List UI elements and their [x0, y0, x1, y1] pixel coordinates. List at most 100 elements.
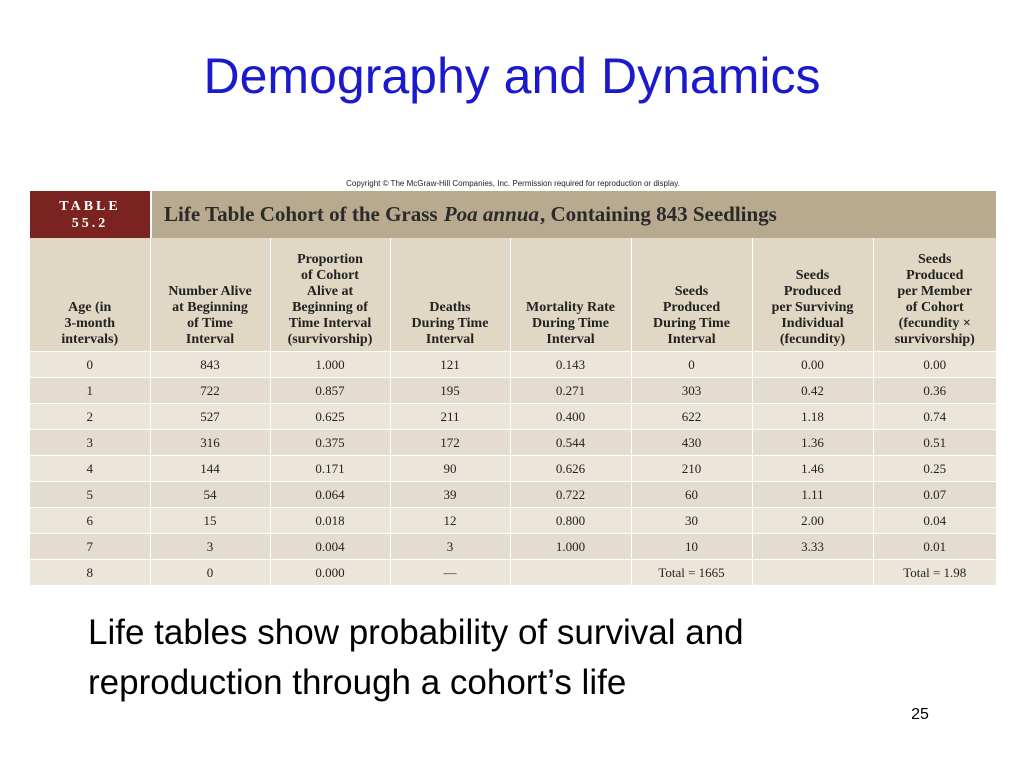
table-cell: 2 — [30, 403, 150, 430]
table-row: 8 0 0.000— Total = 1665 Total = 1.98 — [30, 559, 996, 585]
table-caption: Life Table Cohort of the Grass Poa annua… — [152, 191, 996, 238]
table-cell: 0 — [149, 559, 270, 585]
slide-subtitle: Life tables show probability of survival… — [88, 608, 968, 708]
table-row: 2 527 0.625 211 0.400 622 1.18 0.74 — [30, 403, 996, 430]
table-cell: 0.375 — [269, 429, 390, 456]
table-cell: 7 — [30, 533, 150, 560]
column-header: Deaths During Time Interval — [389, 238, 510, 352]
table-cell: 0.800 — [509, 507, 631, 534]
table-cell: 3 — [389, 533, 510, 560]
table-body: 0 843 1.000 121 0.143 0 0.00 0.00 1 722 0.857 195 0.… — [30, 351, 996, 585]
column-header: Number Alive at Beginning of Time Interv… — [149, 238, 270, 352]
table-cell: 0.36 — [872, 377, 996, 404]
table-cell: 0.42 — [751, 377, 873, 404]
table-cell: 8 — [30, 559, 150, 585]
table-cell: 1.000 — [269, 351, 390, 378]
subtitle-line-1: Life tables show probability of survival… — [88, 613, 744, 652]
table-cell: 0.271 — [509, 377, 631, 404]
table-cell: 12 — [389, 507, 510, 534]
table-cell: 430 — [630, 429, 752, 456]
caption-species-name: Poa annua — [443, 202, 539, 226]
table-cell: 1 — [30, 377, 150, 404]
table-cell: 0.04 — [872, 507, 996, 534]
column-header: Seeds Produced per Member of Cohort (fec… — [872, 238, 996, 352]
table-cell: 0.07 — [872, 481, 996, 508]
table-cell: 1.000 — [509, 533, 631, 560]
table-cell: 303 — [630, 377, 752, 404]
table-cell: 30 — [630, 507, 752, 534]
table-cell: 0.00 — [872, 351, 996, 378]
table-cell: 0.544 — [509, 429, 631, 456]
column-header: Seeds Produced per Surviving Individual … — [751, 238, 873, 352]
table-cell: 0.51 — [872, 429, 996, 456]
table-row: 0 843 1.000 121 0.143 0 0.00 0.00 — [30, 351, 996, 378]
table-cell: 0.722 — [509, 481, 631, 508]
table-cell: 1.11 — [751, 481, 873, 508]
table-cell: 0.25 — [872, 455, 996, 482]
table-cell: 1.46 — [751, 455, 873, 482]
table-row: 5 54 0.064 39 0.722 60 1.11 0.07 — [30, 481, 996, 508]
table-cell: 0.018 — [269, 507, 390, 534]
table-cell: 144 — [149, 455, 270, 482]
table-cell: 3 — [149, 533, 270, 560]
column-header: Proportion of Cohort Alive at Beginning … — [269, 238, 390, 352]
table-cell: 60 — [630, 481, 752, 508]
table-cell: 6 — [30, 507, 150, 534]
table-cell: 90 — [389, 455, 510, 482]
table-row: 3 316 0.375 172 0.544 430 1.36 0.51 — [30, 429, 996, 456]
column-header: Mortality Rate During Time Interval — [509, 238, 631, 352]
table-cell: 316 — [149, 429, 270, 456]
table-tag-label: TABLE — [59, 198, 121, 214]
table-cell: 0 — [630, 351, 752, 378]
table-row: 7 3 0.004 3 1.000 10 3.33 0.01 — [30, 533, 996, 560]
life-table-grid: Age (in 3-month intervals) Number Alive a… — [30, 238, 996, 585]
table-cell — [509, 559, 631, 585]
table-cell: 0.000 — [269, 559, 390, 585]
table-cell: 172 — [389, 429, 510, 456]
table-cell: 15 — [149, 507, 270, 534]
life-table: TABLE 55.2 Life Table Cohort of the Gras… — [30, 191, 996, 585]
table-cell: 1.18 — [751, 403, 873, 430]
table-cell: 1.36 — [751, 429, 873, 456]
page-number: 25 — [911, 706, 929, 723]
table-cell: 210 — [630, 455, 752, 482]
table-cell — [751, 559, 873, 585]
table-tag-number: 55.2 — [71, 215, 109, 231]
table-cell: 0 — [30, 351, 150, 378]
table-row: 1 722 0.857 195 0.271 303 0.42 0.36 — [30, 377, 996, 404]
table-cell: 0.626 — [509, 455, 631, 482]
table-cell: 54 — [149, 481, 270, 508]
table-cell: 622 — [630, 403, 752, 430]
table-cell: Total = 1665 — [630, 559, 752, 585]
column-header-row: Age (in 3-month intervals) Number Alive a… — [30, 238, 996, 352]
caption-text-end: , Containing 843 Seedlings — [539, 202, 777, 226]
table-cell: 0.171 — [269, 455, 390, 482]
table-cell: 527 — [149, 403, 270, 430]
table-cell: 4 — [30, 455, 150, 482]
table-cell: 10 — [630, 533, 752, 560]
table-header-bar: TABLE 55.2 Life Table Cohort of the Gras… — [30, 191, 996, 238]
slide-title: Demography and Dynamics — [203, 48, 821, 104]
table-cell: 0.00 — [751, 351, 873, 378]
table-cell: 0.625 — [269, 403, 390, 430]
table-row: 6 15 0.018 12 0.800 30 2.00 0.04 — [30, 507, 996, 534]
table-cell: 5 — [30, 481, 150, 508]
table-cell: 3 — [30, 429, 150, 456]
table-cell: 0.01 — [872, 533, 996, 560]
table-cell: Total = 1.98 — [872, 559, 996, 585]
table-cell: 0.857 — [269, 377, 390, 404]
table-cell: 195 — [389, 377, 510, 404]
subtitle-line-2: reproduction through a cohort’s life — [88, 663, 627, 702]
table-cell: 0.74 — [872, 403, 996, 430]
column-header: Age (in 3-month intervals) — [30, 238, 150, 352]
column-header: Seeds Produced During Time Interval — [630, 238, 752, 352]
table-cell: 3.33 — [751, 533, 873, 560]
table-cell: 843 — [149, 351, 270, 378]
table-cell: 39 — [389, 481, 510, 508]
table-cell: 722 — [149, 377, 270, 404]
table-number-tag: TABLE 55.2 — [30, 191, 152, 238]
table-cell: 2.00 — [751, 507, 873, 534]
table-cell: 0.064 — [269, 481, 390, 508]
table-cell: — — [389, 559, 510, 585]
table-cell: 0.143 — [509, 351, 631, 378]
